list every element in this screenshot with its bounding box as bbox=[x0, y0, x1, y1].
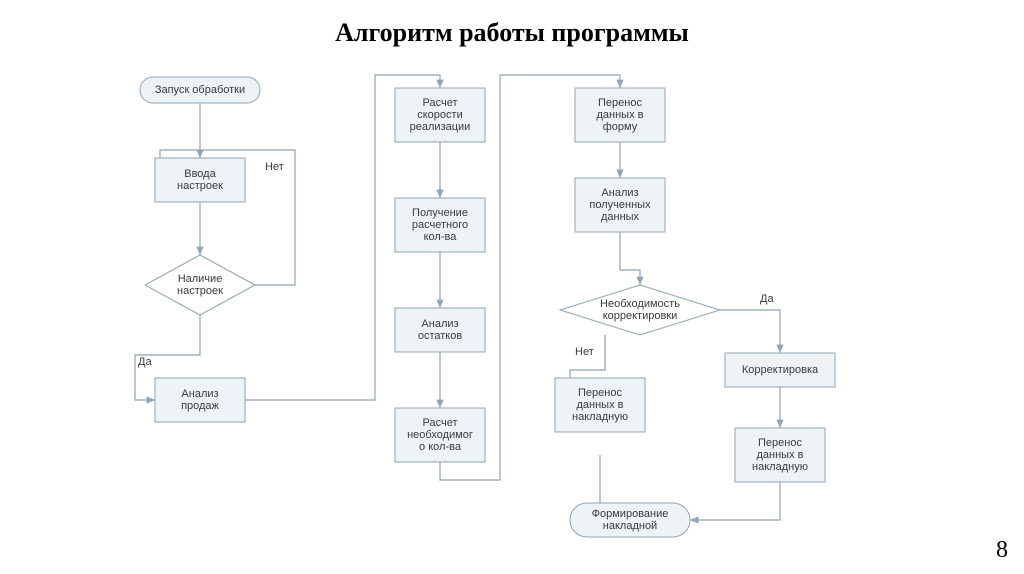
node-label: Анализ bbox=[181, 388, 218, 400]
node-label: данных в bbox=[577, 399, 624, 411]
edge-needCorr-correct bbox=[720, 310, 780, 353]
page-title: Алгоритм работы программы bbox=[0, 18, 1024, 48]
node-label: Формирование bbox=[592, 508, 669, 520]
node-label: Перенос bbox=[598, 97, 642, 109]
node-label: необходимог bbox=[407, 429, 473, 441]
node-need: Расчетнеобходимого кол-ва bbox=[395, 408, 485, 462]
node-label: накладной bbox=[603, 520, 657, 532]
node-label: данных в bbox=[597, 109, 644, 121]
node-start: Запуск обработки bbox=[140, 77, 260, 103]
node-input: Вводанастроек bbox=[155, 158, 245, 202]
node-label: скорости bbox=[417, 109, 462, 121]
node-toInv1: Переносданных внакладную bbox=[555, 378, 645, 432]
node-label: Перенос bbox=[578, 387, 622, 399]
node-label: данных bbox=[601, 211, 640, 223]
node-label: настроек bbox=[177, 180, 223, 192]
node-label: реализации bbox=[410, 121, 471, 133]
edge-label: Нет bbox=[265, 161, 284, 173]
node-label: Расчет bbox=[423, 97, 458, 109]
node-label: кол-ва bbox=[424, 231, 458, 243]
node-label: Ввода bbox=[184, 168, 216, 180]
node-label: накладную bbox=[572, 411, 628, 423]
node-label: Перенос bbox=[758, 437, 802, 449]
node-qtyCalc: Получениерасчетногокол-ва bbox=[395, 198, 485, 252]
node-label: Расчет bbox=[423, 417, 458, 429]
node-label: данных в bbox=[757, 449, 804, 461]
edge-toInv2-formInv bbox=[690, 482, 780, 520]
node-toInv2: Переносданных внакладную bbox=[735, 428, 825, 482]
node-speed: Расчетскоростиреализации bbox=[395, 88, 485, 142]
node-label: Анализ bbox=[601, 187, 638, 199]
node-sales: Анализпродаж bbox=[155, 378, 245, 422]
node-label: о кол-ва bbox=[419, 441, 462, 453]
node-needCorr: Необходимостькорректировки bbox=[560, 285, 720, 335]
node-label: Получение bbox=[412, 207, 468, 219]
node-label: полученных bbox=[589, 199, 651, 211]
node-label: накладную bbox=[752, 461, 808, 473]
node-label: Анализ bbox=[421, 318, 458, 330]
edge-label: Да bbox=[760, 293, 774, 305]
node-label: корректировки bbox=[603, 310, 678, 322]
node-label: форму bbox=[603, 121, 638, 133]
page-number: 8 bbox=[996, 537, 1008, 564]
node-label: Необходимость bbox=[600, 298, 680, 310]
node-hasCfg: Наличиенастроек bbox=[145, 255, 255, 315]
node-label: расчетного bbox=[412, 219, 468, 231]
node-label: Запуск обработки bbox=[155, 84, 245, 96]
node-transfer: Переносданных вформу bbox=[575, 88, 665, 142]
node-label: остатков bbox=[418, 330, 463, 342]
edge-label: Да bbox=[138, 356, 152, 368]
node-analyze: Анализполученныхданных bbox=[575, 178, 665, 232]
node-label: Корректировка bbox=[742, 364, 819, 376]
node-label: продаж bbox=[181, 400, 219, 412]
node-stock: Анализостатков bbox=[395, 308, 485, 352]
edge-label: Нет bbox=[575, 346, 594, 358]
node-correct: Корректировка bbox=[725, 353, 835, 387]
node-label: настроек bbox=[177, 285, 223, 297]
edge-analyze-needCorr bbox=[620, 232, 640, 285]
node-formInv: Формированиенакладной bbox=[570, 503, 690, 537]
flowchart-canvas: НетДаНетДаЗапуск обработкиВводанастроекН… bbox=[120, 60, 900, 560]
node-label: Наличие bbox=[178, 273, 223, 285]
